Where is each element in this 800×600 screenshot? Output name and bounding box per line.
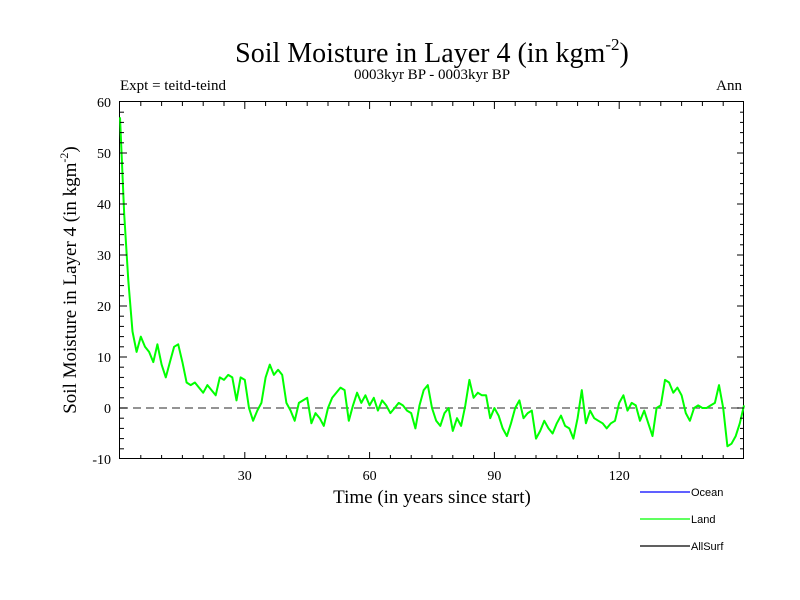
experiment-label: Expt = teitd-teind	[120, 78, 226, 94]
chart-subtitle: 0003kyr BP - 0003kyr BP	[354, 67, 510, 83]
x-tick-label: 90	[487, 469, 501, 484]
y-tick-label: 0	[104, 402, 111, 417]
y-axis-label-superscript: -2	[57, 153, 71, 163]
x-axis-label: Time (in years since start)	[333, 487, 531, 508]
legend-label-ocean: Ocean	[691, 487, 723, 499]
y-tick-label: 10	[97, 351, 111, 366]
y-tick-label: 50	[97, 147, 111, 162]
plot-area	[119, 101, 745, 459]
season-label: Ann	[716, 78, 742, 94]
chart-title-close: )	[620, 38, 629, 69]
y-axis-label: Soil Moisture in Layer 4 (in kgm-2)	[57, 146, 81, 414]
axis-tick-labels: 30 60 90 120 -10 0 10 20 30 40 50 60	[92, 96, 629, 484]
y-axis-label-close: )	[60, 146, 81, 152]
y-tick-label: 40	[97, 198, 111, 213]
series-line-land	[119, 117, 745, 448]
y-tick-label: 30	[97, 249, 111, 264]
legend-label-land: Land	[691, 514, 715, 526]
x-tick-label: 120	[609, 469, 630, 484]
x-tick-label: 30	[238, 469, 252, 484]
legend-label-allsurf: AllSurf	[691, 541, 724, 553]
chart-title-superscript: -2	[605, 35, 619, 54]
chart-title: Soil Moisture in Layer 4 (in kgm-2)	[235, 35, 629, 69]
y-tick-label: 20	[97, 300, 111, 315]
y-tick-label: -10	[92, 453, 111, 468]
x-tick-label: 60	[363, 469, 377, 484]
y-tick-label: 60	[97, 96, 111, 111]
axis-ticks	[120, 102, 744, 459]
legend: Ocean Land AllSurf	[640, 487, 724, 553]
